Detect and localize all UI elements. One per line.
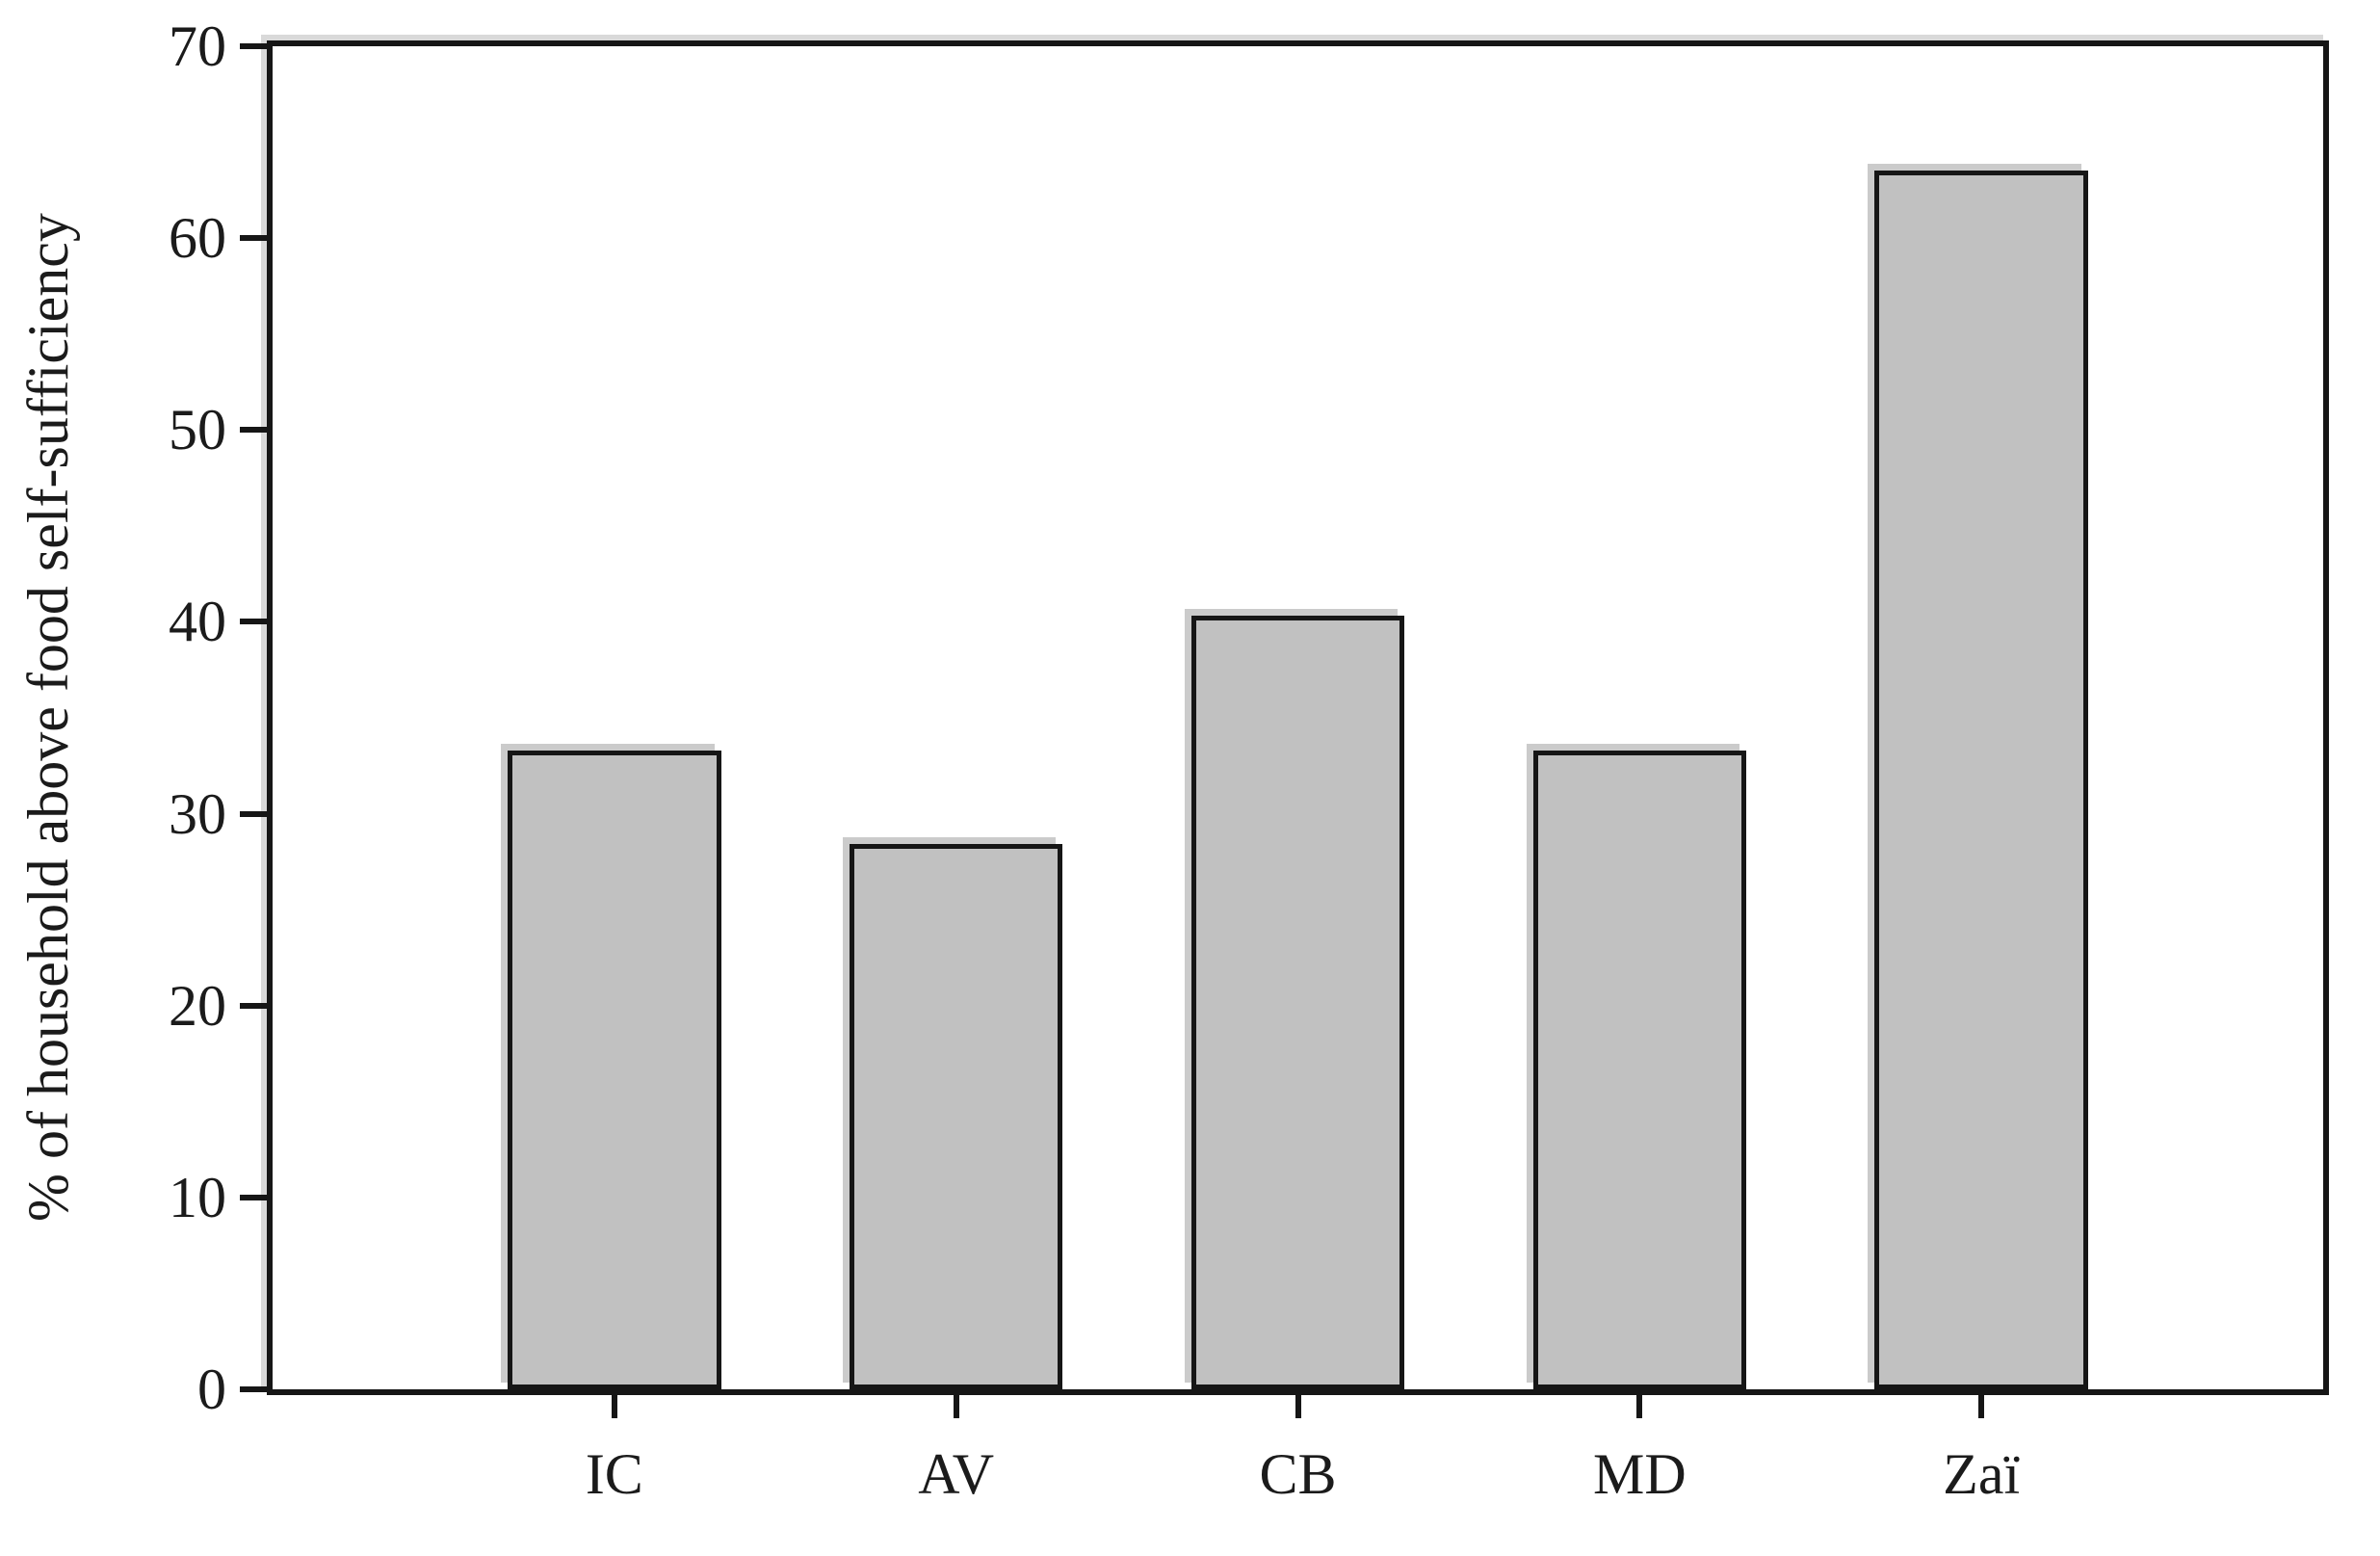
y-tick-label: 40 xyxy=(169,590,226,654)
x-tick-mark xyxy=(1295,1389,1301,1418)
y-tick-mark xyxy=(240,1386,273,1392)
bar-zaï xyxy=(1874,171,2088,1389)
x-tick-mark xyxy=(611,1389,617,1418)
y-tick-label: 70 xyxy=(169,14,226,78)
plot-area: 0 10 20 30 40 50 60 70 IC AV CB MD Zaï xyxy=(169,17,2329,1503)
x-tick-mark xyxy=(1636,1389,1643,1418)
x-tick-label-zaï: Zaï xyxy=(1943,1442,2021,1506)
x-tick-label-cb: CB xyxy=(1259,1442,1337,1506)
bar-md xyxy=(1532,750,1747,1389)
y-axis-title: % of household above food self-sufficien… xyxy=(16,213,80,1223)
y-tick-label: 50 xyxy=(169,398,226,462)
bar-cb xyxy=(1190,616,1405,1389)
y-tick-label: 10 xyxy=(169,1165,226,1229)
x-tick-label-ic: IC xyxy=(585,1442,643,1506)
y-tick-label: 60 xyxy=(169,206,226,271)
x-tick-mark xyxy=(953,1389,959,1418)
x-tick-label-av: AV xyxy=(918,1442,995,1506)
y-tick-mark xyxy=(240,810,273,817)
y-tick-label: 30 xyxy=(169,781,226,846)
y-tick-mark xyxy=(240,427,273,434)
bar-ic xyxy=(508,750,721,1389)
y-tick-mark xyxy=(240,1002,273,1009)
y-tick-mark xyxy=(240,235,273,242)
y-tick-mark xyxy=(240,43,273,49)
bar-av xyxy=(849,844,1063,1389)
y-tick-mark xyxy=(240,619,273,625)
x-tick-mark xyxy=(1978,1389,1985,1418)
x-tick-label-md: MD xyxy=(1592,1442,1687,1506)
y-tick-label: 20 xyxy=(169,973,226,1038)
y-tick-label: 0 xyxy=(197,1358,226,1421)
y-tick-mark xyxy=(240,1194,273,1200)
